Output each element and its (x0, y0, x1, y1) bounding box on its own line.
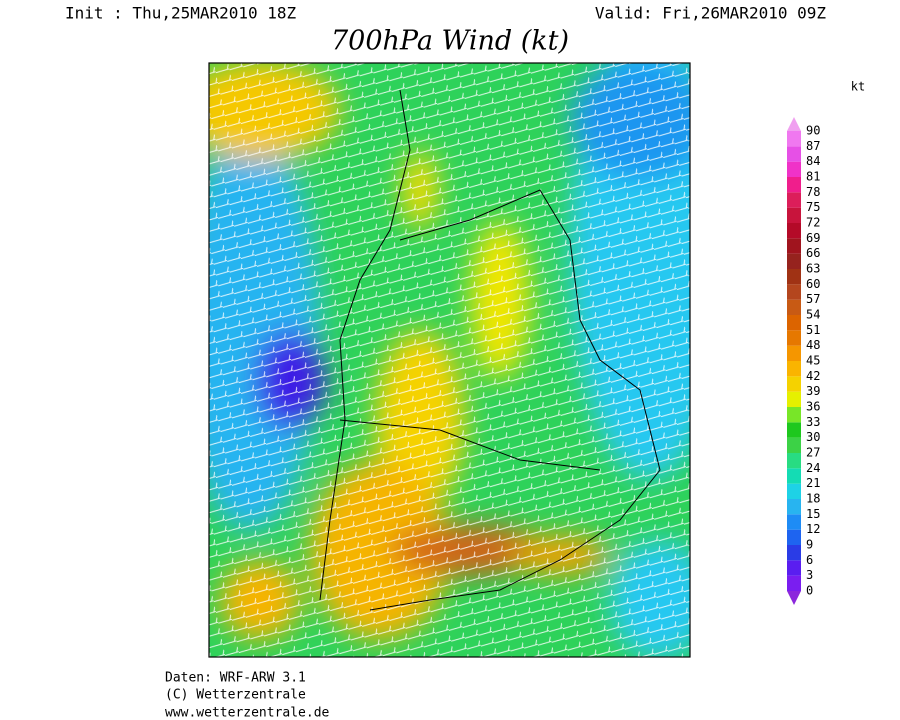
legend-swatch (787, 361, 801, 377)
legend-label: 48 (806, 338, 820, 352)
legend-swatch (787, 483, 801, 499)
legend-label: 60 (806, 277, 820, 291)
legend-label: 30 (806, 430, 820, 444)
credit: (C) Wetterzentrale (165, 688, 306, 703)
legend-label: 27 (806, 446, 820, 460)
legend-swatch (787, 575, 801, 591)
legend-swatch (787, 177, 801, 193)
legend-label: 81 (806, 170, 820, 184)
legend-swatch (787, 468, 801, 484)
legend-swatch (787, 238, 801, 254)
legend-swatch (787, 330, 801, 346)
legend-under (787, 591, 801, 605)
legend-label: 51 (806, 323, 820, 337)
legend-label: 54 (806, 308, 820, 322)
legend-swatch (787, 437, 801, 453)
legend-label: 42 (806, 369, 820, 383)
legend-label: 72 (806, 216, 820, 230)
legend-swatch (787, 345, 801, 361)
legend-label: 36 (806, 400, 820, 414)
legend-swatch (787, 284, 801, 300)
legend-label: 57 (806, 292, 820, 306)
legend-label: 87 (806, 139, 820, 153)
legend-swatch (787, 269, 801, 285)
legend-label: 9 (806, 538, 813, 552)
legend-label: 84 (806, 154, 820, 168)
legend-swatch (787, 529, 801, 545)
legend-label: 12 (806, 522, 820, 536)
legend-swatch (787, 161, 801, 177)
legend-swatch (787, 560, 801, 576)
legend-label: 78 (806, 185, 820, 199)
legend-swatch (787, 253, 801, 269)
legend-label: 15 (806, 507, 820, 521)
legend-unit: kt (851, 80, 865, 94)
legend-label: 39 (806, 384, 820, 398)
legend-label: 3 (806, 568, 813, 582)
init-time: Init : Thu,25MAR2010 18Z (65, 4, 297, 23)
legend-label: 21 (806, 476, 820, 490)
legend-label: 6 (806, 553, 813, 567)
legend-label: 75 (806, 200, 820, 214)
wind-field (209, 63, 690, 657)
legend-swatch (787, 207, 801, 223)
credit: Daten: WRF-ARW 3.1 (165, 671, 306, 686)
legend-label: 18 (806, 492, 820, 506)
legend-swatch (787, 299, 801, 315)
legend-over (787, 117, 801, 131)
legend-label: 33 (806, 415, 820, 429)
valid-time: Valid: Fri,26MAR2010 09Z (595, 4, 827, 23)
legend-swatch (787, 192, 801, 208)
legend-swatch (787, 499, 801, 515)
credit: www.wetterzentrale.de (165, 706, 330, 720)
legend-swatch (787, 376, 801, 392)
color-legend: kt 0369121518212427303336394245485154576… (787, 80, 865, 605)
legend-swatch (787, 131, 801, 147)
legend-swatch (787, 422, 801, 438)
legend-swatch (787, 514, 801, 530)
legend-label: 63 (806, 262, 820, 276)
legend-label: 90 (806, 124, 820, 138)
legend-swatch (787, 315, 801, 331)
legend-label: 24 (806, 461, 820, 475)
map-frame (208, 62, 691, 658)
legend-swatch (787, 407, 801, 423)
legend-label: 0 (806, 584, 813, 598)
legend-swatch (787, 223, 801, 239)
legend-label: 69 (806, 231, 820, 245)
legend-swatch (787, 391, 801, 407)
legend-swatch (787, 545, 801, 561)
legend-swatch (787, 146, 801, 162)
legend-swatch (787, 453, 801, 469)
legend-label: 45 (806, 354, 820, 368)
map-title: 700hPa Wind (kt) (331, 26, 569, 57)
legend-label: 66 (806, 246, 820, 260)
